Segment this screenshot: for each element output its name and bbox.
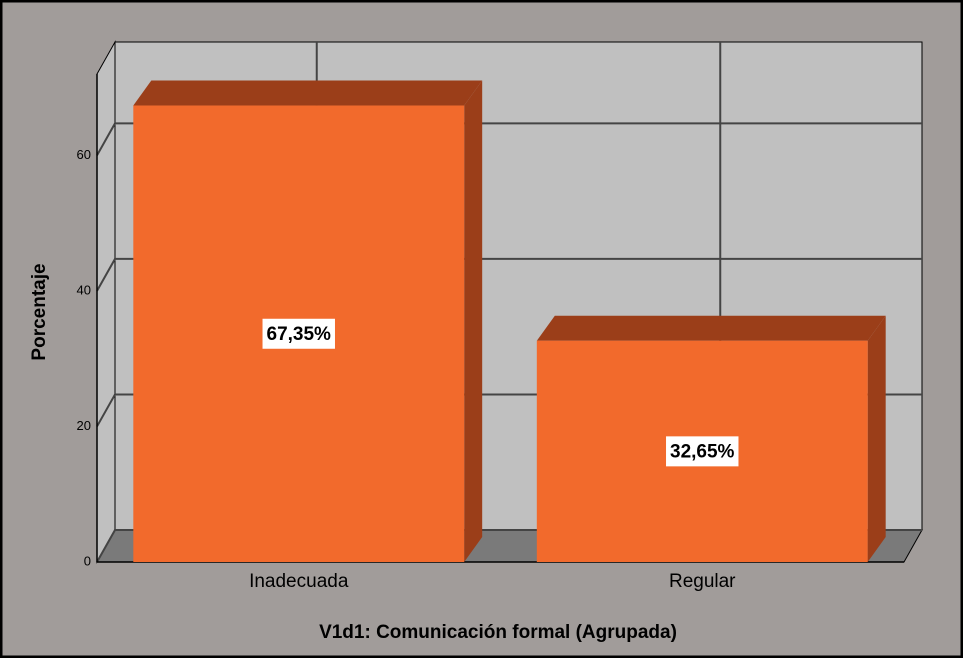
bar-top — [133, 80, 483, 106]
grid-line — [96, 393, 116, 427]
left-wall — [96, 40, 116, 564]
x-axis-label: V1d1: Comunicación formal (Agrupada) — [319, 622, 677, 643]
y-axis-label: Porcentaje — [29, 263, 50, 360]
bar-top — [536, 315, 886, 341]
x-tick-label: Inadecuada — [249, 571, 349, 592]
value-label-box — [262, 318, 335, 349]
grid-line — [96, 529, 116, 563]
value-label-box — [666, 436, 739, 467]
y-tick-label: 60 — [77, 147, 91, 162]
value-label: 32,65% — [670, 441, 735, 462]
value-label: 67,35% — [267, 324, 332, 345]
grid-line — [96, 258, 116, 292]
grid-line — [96, 122, 116, 156]
bar-side — [867, 315, 886, 562]
x-tick-label: Regular — [669, 571, 736, 592]
y-tick-label: 40 — [77, 282, 91, 297]
bar-side — [464, 80, 483, 563]
y-tick-label: 20 — [77, 418, 91, 433]
y-tick-label: 0 — [84, 553, 91, 568]
